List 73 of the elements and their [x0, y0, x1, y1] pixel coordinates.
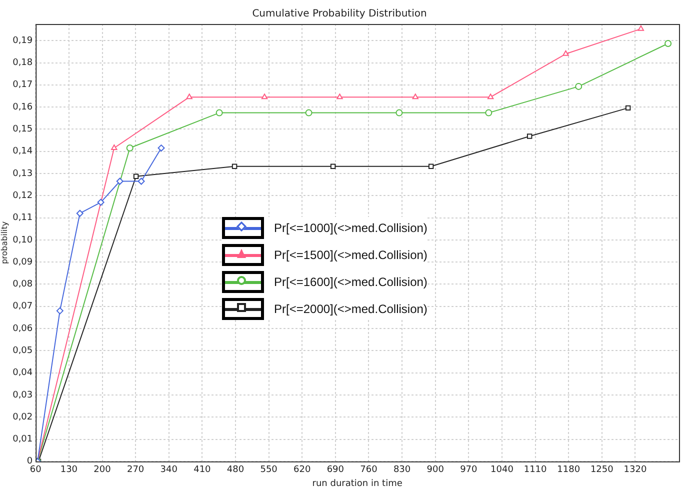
x-tick-label: 340	[160, 465, 178, 476]
y-tick-label: 0,06	[12, 324, 33, 334]
y-tick-label: 0,16	[12, 102, 33, 112]
legend-label: Pr[<=1600](<>med.Collision)	[274, 275, 428, 289]
point	[138, 178, 145, 185]
y-tick-label: 0,03	[12, 390, 33, 400]
x-tick-label: 1180	[557, 465, 580, 476]
point	[330, 164, 336, 170]
y-tick-label: 0,17	[12, 80, 33, 90]
x-tick-label: 760	[360, 465, 378, 476]
y-tick-label: 0,08	[12, 280, 33, 290]
y-tick-label: 0,01	[12, 434, 33, 445]
x-tick-label: 690	[326, 465, 344, 476]
point	[216, 109, 223, 116]
point	[305, 109, 312, 116]
point	[126, 144, 134, 152]
y-tick-label: 0,04	[12, 368, 33, 378]
x-tick-label: 1320	[624, 465, 647, 476]
x-tick-label: 1040	[490, 465, 514, 476]
y-tick-label: 0,15	[12, 124, 33, 135]
x-tick-label: 900	[426, 465, 444, 476]
point	[111, 144, 118, 150]
point	[261, 94, 268, 100]
point	[336, 94, 343, 100]
x-tick-label: 970	[460, 465, 478, 476]
point	[133, 174, 139, 179]
y-tick-label: 0,07	[12, 302, 33, 312]
point	[158, 144, 165, 152]
point	[56, 307, 64, 314]
y-tick-label: 0	[26, 456, 33, 467]
chart-title: Cumulative Probability Distribution	[252, 8, 427, 20]
point	[97, 198, 104, 206]
y-tick-label: 0,12	[12, 190, 33, 201]
point	[232, 164, 238, 170]
point	[562, 50, 569, 56]
x-tick-label: 270	[126, 465, 144, 476]
point	[116, 178, 124, 185]
x-tick-label: 480	[226, 465, 244, 476]
point	[625, 105, 631, 111]
point	[76, 210, 84, 217]
y-tick-label: 0,09	[12, 257, 33, 268]
point	[526, 134, 532, 139]
y-tick-label: 0,10	[12, 235, 33, 246]
point	[412, 94, 418, 100]
y-tick-label: 0,05	[12, 346, 33, 356]
point	[186, 94, 192, 100]
y-tick-label: 0,14	[12, 146, 33, 157]
x-tick-label: 1250	[590, 465, 614, 476]
x-axis-title: run duration in time	[312, 478, 403, 489]
x-tick-label: 830	[393, 465, 411, 476]
x-tick-label: 1110	[524, 465, 548, 476]
x-tick-label: 130	[60, 465, 78, 476]
x-tick-label: 410	[194, 465, 212, 476]
legend-label: Pr[<=1000](<>med.Collision)	[274, 221, 428, 235]
x-tick-label: 550	[260, 465, 278, 476]
x-tick-label: 620	[294, 465, 311, 476]
legend-label: Pr[<=2000](<>med.Collision)	[274, 302, 428, 316]
x-tick-label: 200	[94, 465, 112, 476]
y-axis-title: probability	[0, 221, 9, 264]
point	[664, 40, 672, 47]
legend-label: Pr[<=1500](<>med.Collision)	[274, 248, 428, 262]
point	[485, 109, 492, 116]
y-tick-label: 0,13	[12, 168, 33, 179]
point	[487, 94, 494, 100]
y-tick-label: 0,02	[12, 412, 33, 422]
point	[428, 164, 434, 170]
point	[638, 25, 644, 31]
point	[575, 82, 582, 90]
y-tick-label: 0,19	[12, 36, 33, 46]
x-tick-label: 60	[30, 465, 42, 476]
point	[396, 109, 403, 116]
y-tick-label: 0,11	[12, 213, 33, 224]
y-tick-label: 0,18	[12, 58, 33, 68]
